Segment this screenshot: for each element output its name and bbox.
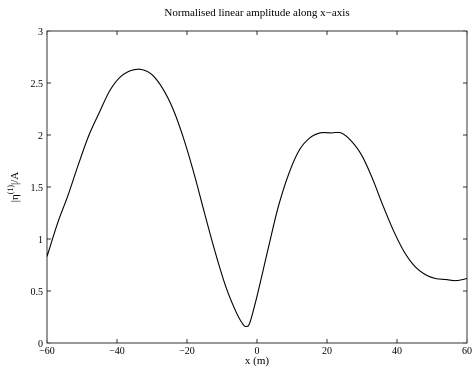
y-axis-ticks: 0 0.5 1 1.5 2 2.5 3 <box>31 27 467 350</box>
amplitude-line <box>46 68 468 328</box>
x-axis-label: x (m) <box>245 355 269 367</box>
x-tick-label: 60 <box>462 346 472 357</box>
y-axis-label-tail: |/A <box>9 172 21 185</box>
y-tick-label: 0 <box>38 339 43 350</box>
y-tick-label: 0.5 <box>31 287 44 298</box>
x-tick-label: −60 <box>39 346 55 357</box>
x-tick-label: 0 <box>255 346 260 357</box>
x-tick-label: −20 <box>179 346 195 357</box>
x-tick-label: 20 <box>322 346 332 357</box>
y-tick-label: 3 <box>38 27 43 38</box>
x-axis-ticks: −60 −40 −20 0 20 40 60 <box>39 31 472 357</box>
chart-title: Normalised linear amplitude along x−axis <box>164 7 349 19</box>
y-tick-label: 2 <box>38 131 43 142</box>
x-tick-label: 40 <box>392 346 402 357</box>
y-tick-label: 1 <box>38 235 43 246</box>
y-axis-label: |η(1)|/A <box>6 172 21 203</box>
y-axis-label-main: |η <box>9 194 21 202</box>
y-axis-label-sup: (1) <box>6 185 15 195</box>
x-tick-label: −40 <box>109 346 125 357</box>
y-tick-label: 1.5 <box>31 183 44 194</box>
y-tick-label: 2.5 <box>31 79 44 90</box>
